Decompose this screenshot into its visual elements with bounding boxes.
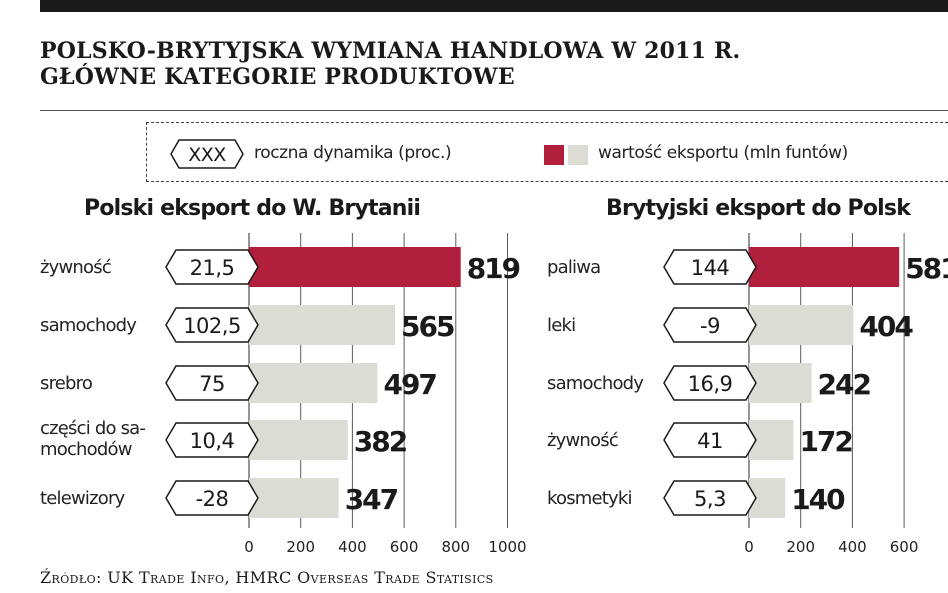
dynamics-tag xyxy=(663,480,757,516)
chart-title-line-2: GŁÓWNE KATEGORIE PRODUKTOWE xyxy=(40,64,515,90)
category-label: srebro xyxy=(40,373,93,394)
value-label: 565 xyxy=(401,310,454,343)
bar xyxy=(249,247,461,287)
x-tick-label: 400 xyxy=(838,538,867,556)
value-label: 382 xyxy=(354,425,407,458)
legend xyxy=(146,122,948,182)
bar xyxy=(749,247,900,287)
title-rule xyxy=(40,110,948,111)
category-label: żywność xyxy=(547,430,618,451)
category-label: części do sa- xyxy=(40,418,145,439)
dynamics-label: 144 xyxy=(691,256,730,280)
value-label: 242 xyxy=(818,368,871,401)
value-label: 819 xyxy=(467,252,520,285)
dynamics-tag xyxy=(165,365,259,401)
dynamics-tag xyxy=(663,249,757,285)
chart-title-line-1: POLSKO-BRYTYJSKA WYMIANA HANDLOWA W 2011… xyxy=(40,38,741,64)
legend-dynamics-label: roczna dynamika (proc.) xyxy=(254,143,452,163)
dynamics-label: 16,9 xyxy=(688,372,733,396)
category-label: mochodów xyxy=(40,439,132,460)
panel-title-polish-export: Polski eksport do W. Brytanii xyxy=(84,196,421,221)
dynamics-tag xyxy=(663,307,757,343)
source-note: Źródło: UK Trade Info, HMRC Overseas Tra… xyxy=(40,568,494,587)
dynamics-label: 41 xyxy=(697,429,723,453)
x-tick-label: 400 xyxy=(338,538,367,556)
dynamics-label: -9 xyxy=(700,314,720,338)
dynamics-tag xyxy=(165,307,259,343)
category-label: paliwa xyxy=(547,257,600,278)
bar xyxy=(249,478,339,518)
dynamics-label: -28 xyxy=(196,487,229,511)
bar xyxy=(249,420,348,460)
value-label: 581 xyxy=(905,252,948,285)
category-label: samochody xyxy=(547,373,644,394)
bar xyxy=(749,305,854,345)
dynamics-tag xyxy=(165,480,259,516)
legend-swatch-bar xyxy=(568,145,588,165)
value-label: 140 xyxy=(791,483,845,516)
dynamics-tag xyxy=(165,249,259,285)
x-tick-label: 200 xyxy=(286,538,315,556)
value-label: 347 xyxy=(345,483,398,516)
legend-value-label: wartość eksportu (mln funtów) xyxy=(598,143,848,163)
legend-tag-shape xyxy=(170,139,244,169)
dynamics-label: 75 xyxy=(199,372,225,396)
value-label: 497 xyxy=(383,368,436,401)
x-tick-label: 800 xyxy=(441,538,470,556)
value-label: 172 xyxy=(799,425,852,458)
dynamics-tag xyxy=(663,365,757,401)
x-tick-label: 0 xyxy=(244,538,254,556)
legend-tag-text: XXX xyxy=(188,144,226,166)
category-label: telewizory xyxy=(40,488,126,509)
top-bar xyxy=(40,0,948,12)
x-tick-label: 600 xyxy=(390,538,419,556)
x-tick-label: 200 xyxy=(786,538,815,556)
x-tick-label: 600 xyxy=(890,538,919,556)
x-tick-label: 1000 xyxy=(488,538,526,556)
category-label: leki xyxy=(547,315,575,336)
category-label: samochody xyxy=(40,315,137,336)
category-label: żywność xyxy=(40,257,111,278)
dynamics-label: 5,3 xyxy=(694,487,726,511)
dynamics-tag xyxy=(165,422,259,458)
value-label: 404 xyxy=(859,310,913,343)
legend-swatch-highlight xyxy=(544,145,564,165)
bar xyxy=(249,363,378,403)
dynamics-tag xyxy=(663,422,757,458)
bar xyxy=(749,363,812,403)
dynamics-label: 102,5 xyxy=(183,314,241,338)
chart-title: POLSKO-BRYTYJSKA WYMIANA HANDLOWA W 2011… xyxy=(40,38,740,90)
bar xyxy=(249,305,396,345)
x-tick-label: 0 xyxy=(744,538,754,556)
category-label: kosmetyki xyxy=(547,488,632,509)
panel-title-british-export: Brytyjski eksport do Polsk xyxy=(606,196,911,221)
dynamics-label: 10,4 xyxy=(190,429,235,453)
legend-dynamics-tag: XXX xyxy=(170,139,244,169)
dynamics-label: 21,5 xyxy=(190,256,235,280)
